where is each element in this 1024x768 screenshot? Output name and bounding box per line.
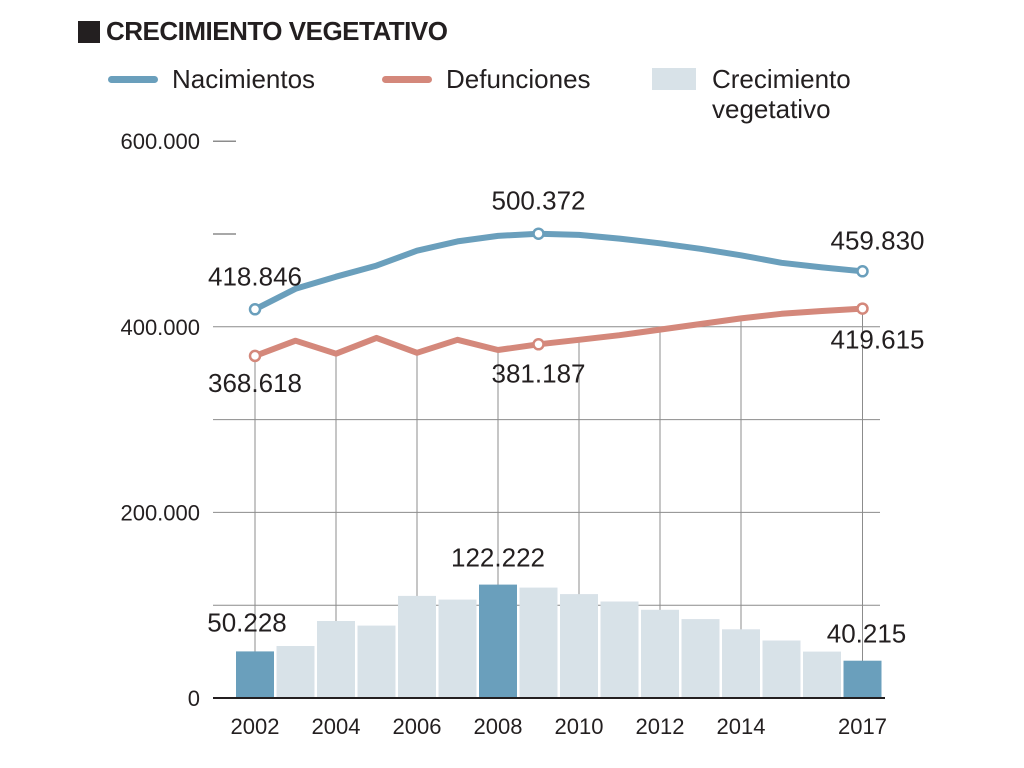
line-deaths <box>252 305 866 359</box>
bar-growth <box>560 594 598 698</box>
point-births <box>532 227 545 240</box>
point-births <box>856 265 869 278</box>
bar-growth <box>317 621 355 698</box>
point-deaths <box>856 302 869 315</box>
bar-growth <box>722 629 760 698</box>
point-births <box>248 303 262 316</box>
x-tick-label: 2012 <box>636 714 685 739</box>
bar-growth <box>519 587 558 698</box>
bar-growth <box>398 595 436 698</box>
data-label-growth: 50.228 <box>207 607 287 637</box>
point-deaths <box>532 338 545 351</box>
data-label-deaths: 368.618 <box>208 368 302 398</box>
legend-swatch-deaths <box>382 76 432 83</box>
bar-growth <box>357 625 396 698</box>
data-label-births: 418.846 <box>208 261 302 291</box>
y-tick-label: 600.000 <box>120 129 200 154</box>
x-tick-label: 2008 <box>474 714 523 739</box>
y-tick-label: 200.000 <box>120 500 200 525</box>
x-tick-label: 2004 <box>312 714 361 739</box>
x-tick-label: 2006 <box>393 714 442 739</box>
legend-item-deaths: Defunciones <box>382 64 591 94</box>
chart-title: CRECIMIENTO VEGETATIVO <box>106 16 448 46</box>
legend-item-births: Nacimientos <box>108 64 315 94</box>
bar-growth <box>276 646 315 698</box>
title-square-marker <box>78 20 100 43</box>
data-label-births: 500.372 <box>492 186 586 216</box>
bar-growth <box>803 651 841 698</box>
bar-growth <box>681 619 720 698</box>
y-tick-label: 400.000 <box>120 315 200 340</box>
legend-label-deaths: Defunciones <box>446 64 591 94</box>
data-label-births: 459.830 <box>831 225 925 255</box>
legend-label-births: Nacimientos <box>172 64 316 94</box>
chart-title-group: CRECIMIENTO VEGETATIVO <box>78 16 448 47</box>
bar-growth <box>600 601 639 698</box>
bar-growth <box>641 609 679 698</box>
data-label-growth: 40.215 <box>827 619 907 649</box>
data-label-growth: 122.222 <box>451 543 545 573</box>
legend-label-growth: Crecimiento vegetativo <box>712 64 851 124</box>
bar-growth <box>236 651 274 698</box>
data-label-deaths: 381.187 <box>492 358 586 388</box>
bar-growth <box>762 640 801 698</box>
bar-growth <box>438 599 477 698</box>
line-births <box>252 230 866 313</box>
legend-swatch-growth <box>652 68 696 90</box>
x-tick-label: 2002 <box>231 714 280 739</box>
bar-growth <box>843 660 882 698</box>
legend-swatch-births <box>108 76 158 83</box>
legend-item-growth: Crecimiento vegetativo <box>652 64 887 124</box>
bar-growth <box>479 584 517 698</box>
x-tick-label: 2014 <box>717 714 766 739</box>
x-tick-label: 2017 <box>838 714 887 739</box>
data-label-deaths: 419.615 <box>831 325 925 355</box>
x-tick-label: 2010 <box>555 714 604 739</box>
y-tick-label: 0 <box>188 686 200 711</box>
point-deaths <box>248 349 262 363</box>
